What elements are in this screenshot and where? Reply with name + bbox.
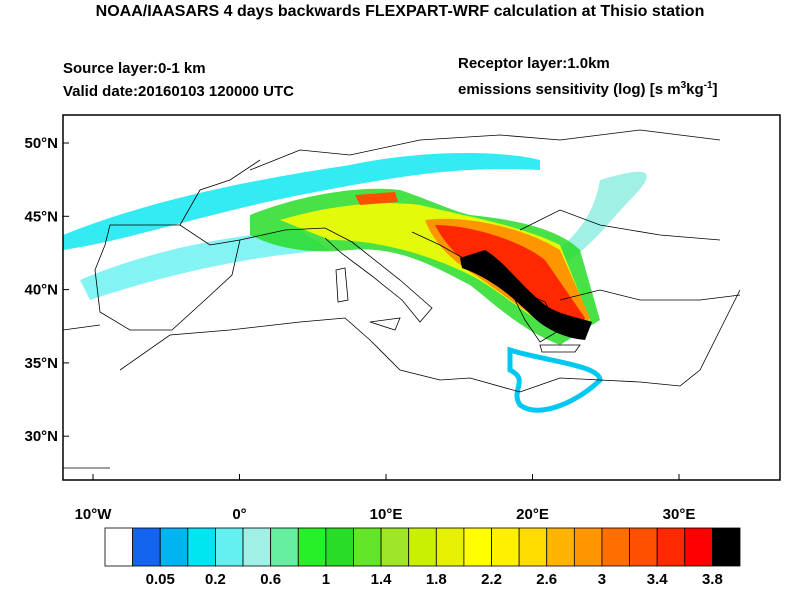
color-box bbox=[463, 527, 492, 567]
color-box bbox=[159, 527, 189, 567]
plume-cyan bbox=[507, 346, 603, 413]
color-box bbox=[518, 527, 548, 567]
lon-label: 10°W bbox=[75, 506, 113, 523]
color-box bbox=[573, 527, 603, 567]
colorbar-label: 3.4 bbox=[647, 571, 669, 585]
color-box bbox=[601, 527, 630, 567]
colorbar-label: 2.2 bbox=[481, 571, 502, 585]
coastline bbox=[63, 289, 741, 469]
plume-cyan bbox=[80, 230, 330, 300]
colorbar-label: 3.8 bbox=[702, 571, 723, 585]
color-box bbox=[380, 527, 410, 567]
color-box bbox=[325, 527, 354, 567]
color-box bbox=[684, 527, 713, 567]
lat-label: 30°N bbox=[24, 428, 58, 445]
color-box bbox=[435, 527, 465, 567]
colorbar-label: 3 bbox=[598, 571, 606, 585]
colorbar-label: 1 bbox=[322, 571, 330, 585]
lat-label: 45°N bbox=[24, 208, 58, 225]
colorbar-label: 1.4 bbox=[371, 571, 393, 585]
color-box bbox=[215, 527, 244, 567]
map bbox=[62, 114, 781, 481]
units-end: ] bbox=[713, 81, 718, 98]
color-box bbox=[629, 527, 658, 567]
color-box bbox=[408, 527, 437, 567]
color-box bbox=[353, 527, 382, 567]
lon-label: 10°E bbox=[370, 506, 403, 523]
receptor-layer: Receptor layer:1.0km bbox=[458, 55, 610, 72]
units-label: emissions sensitivity (log) [s m3kg-1] bbox=[458, 80, 718, 98]
lat-label: 35°N bbox=[24, 355, 58, 372]
lon-label: 20°E bbox=[516, 506, 549, 523]
units-mid: kg bbox=[686, 81, 704, 98]
coastline bbox=[179, 159, 433, 323]
units-text: emissions sensitivity (log) [s m bbox=[458, 81, 681, 98]
coastline bbox=[411, 209, 741, 343]
lon-label: 30°E bbox=[663, 506, 696, 523]
plume-red bbox=[355, 192, 398, 205]
colorbar-label: 2.6 bbox=[536, 571, 557, 585]
source-layer: Source layer:0-1 km bbox=[63, 60, 206, 77]
colorbar-label: 0.6 bbox=[260, 571, 281, 585]
units-sup: 3 bbox=[681, 80, 687, 91]
color-box bbox=[187, 527, 216, 567]
colorbar: 0.05 0.2 0.6 1 1.4 1.8 2.2 2.6 3 3.4 3.8 bbox=[104, 527, 741, 588]
plume-cyan bbox=[550, 171, 647, 265]
axis-labels: 50°N 45°N 40°N 35°N 30°N 10°W 0° 10°E 20°E 30°E bbox=[24, 135, 695, 523]
coastline bbox=[94, 224, 241, 331]
color-box bbox=[711, 527, 741, 567]
color-box bbox=[270, 527, 299, 567]
color-box bbox=[132, 527, 161, 567]
plume-black bbox=[460, 250, 592, 340]
border bbox=[249, 129, 721, 353]
color-box bbox=[491, 527, 520, 567]
color-box bbox=[656, 527, 686, 567]
plume-cyan bbox=[63, 153, 540, 250]
units-sup: -1 bbox=[704, 80, 713, 91]
title: NOAA/IAASARS 4 days backwards FLEXPART-W… bbox=[96, 3, 705, 20]
lat-label: 50°N bbox=[24, 135, 58, 152]
color-box bbox=[104, 527, 134, 567]
map-frame bbox=[62, 114, 781, 481]
colorbar-label: 1.8 bbox=[426, 571, 447, 585]
colorbar-label: 0.05 bbox=[146, 571, 175, 585]
colorbar-label: 0.2 bbox=[205, 571, 226, 585]
lat-label: 40°N bbox=[24, 282, 58, 299]
lon-label: 0° bbox=[232, 506, 246, 523]
color-box bbox=[297, 527, 327, 567]
color-box bbox=[242, 527, 272, 567]
color-box bbox=[546, 527, 575, 567]
valid-date: Valid date:20160103 120000 UTC bbox=[63, 83, 294, 100]
